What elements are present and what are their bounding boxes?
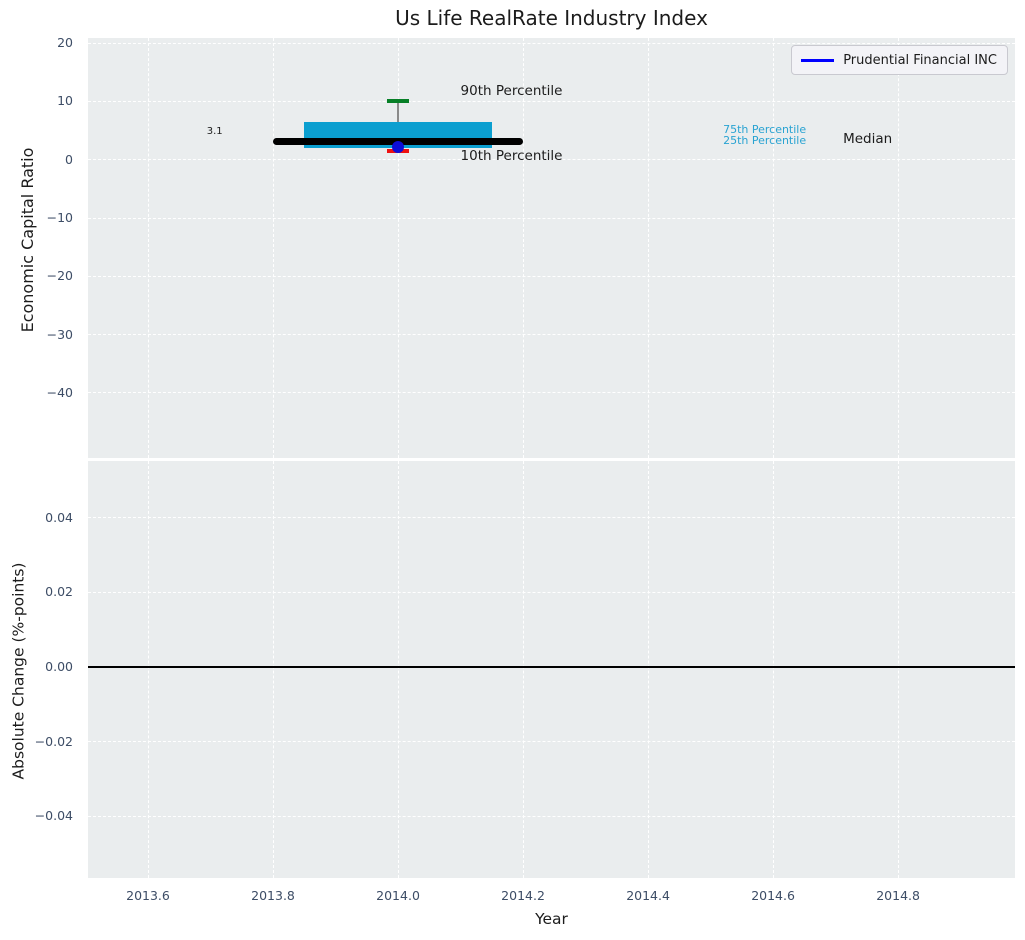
gridline-h [88, 334, 1015, 335]
xtick-label: 2014.6 [751, 888, 795, 903]
zero-line [88, 666, 1015, 669]
legend-line-swatch [801, 58, 835, 62]
gridline-h [88, 42, 1015, 44]
annotation: 90th Percentile [460, 83, 563, 100]
ytick-label: 0.04 [45, 509, 73, 525]
xtick-label: 2014.0 [376, 888, 420, 903]
gridline-v [272, 38, 274, 458]
ytick-label: 0.02 [45, 584, 73, 600]
gridline-v [522, 461, 524, 878]
ytick-label: −40 [46, 384, 73, 400]
gridline-v [397, 38, 399, 458]
gridline-h [88, 741, 1015, 743]
bottom-plot [88, 461, 1015, 878]
p90-cap [386, 99, 410, 104]
gridline-v [647, 38, 649, 458]
xtick-label: 2014.8 [876, 888, 920, 903]
ytick-label: −0.04 [34, 808, 73, 824]
annotation: Median [843, 131, 893, 148]
ytick-label: −0.02 [34, 733, 73, 749]
chart-title: Us Life RealRate Industry Index [395, 6, 708, 30]
x-axis-label: Year [535, 910, 568, 928]
gridline-h [88, 591, 1015, 593]
ytick-label: −30 [46, 326, 73, 342]
annotation: 10th Percentile [460, 147, 563, 164]
gridline-v [897, 461, 899, 878]
legend-label: Prudential Financial INC [843, 52, 997, 68]
ytick-label: 20 [57, 35, 73, 51]
ytick-label: 10 [57, 93, 73, 109]
gridline-h [88, 159, 1015, 161]
gridline-v [397, 461, 399, 878]
gridline-v [272, 461, 274, 878]
gridline-v [647, 461, 649, 878]
gridline-h [88, 815, 1015, 817]
gridline-h [88, 517, 1015, 519]
xtick-label: 2013.6 [126, 888, 170, 903]
gridline-h [88, 100, 1015, 102]
gridline-h [88, 392, 1015, 394]
gridline-h [88, 217, 1015, 219]
xtick-label: 2014.2 [501, 888, 545, 903]
gridline-v [147, 461, 149, 878]
ytick-label: 0 [65, 151, 73, 167]
company-marker [392, 140, 405, 153]
gridline-v [897, 38, 899, 458]
top-plot [88, 38, 1015, 458]
annotation: 3.1 [206, 125, 223, 137]
xtick-label: 2014.4 [626, 888, 670, 903]
gridline-v [772, 461, 774, 878]
gridline-v [147, 38, 149, 458]
ytick-label: −20 [46, 268, 73, 284]
annotation: 75th Percentile [723, 122, 807, 136]
gridline-v [772, 38, 774, 458]
ytick-label: 0.00 [45, 659, 73, 675]
gridline-v [522, 38, 524, 458]
annotation: 25th Percentile [723, 133, 807, 147]
ytick-label: −10 [46, 210, 73, 225]
gridline-h [88, 275, 1015, 277]
legend: Prudential Financial INC [791, 45, 1008, 75]
xtick-label: 2013.8 [251, 888, 295, 903]
